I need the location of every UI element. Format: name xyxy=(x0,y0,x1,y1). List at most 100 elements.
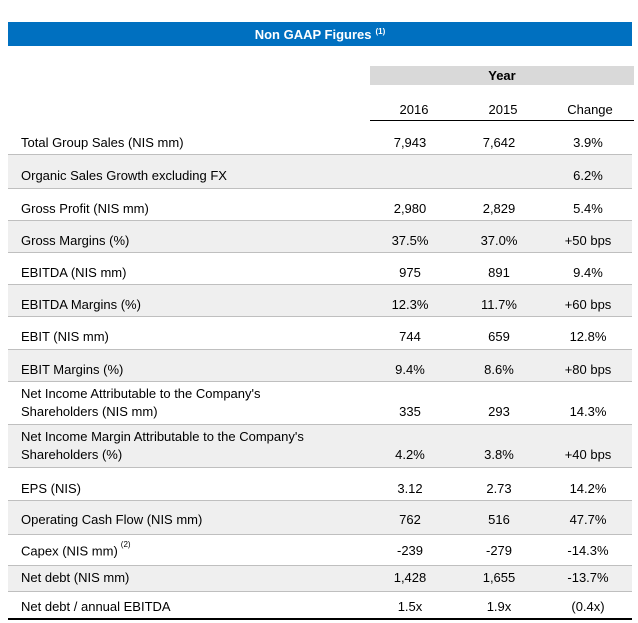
row-footnote: (2) xyxy=(120,540,131,549)
value-change: -13.7% xyxy=(567,570,609,585)
value-2016: 3.12 xyxy=(397,481,423,496)
table-row: Net debt (NIS mm) 1,428 1,655 -13.7% xyxy=(8,566,632,591)
table-row: Capex (NIS mm) (2) -239 -279 -14.3% xyxy=(8,535,632,565)
table-row: Net debt / annual EBITDA 1.5x 1.9x (0.4x… xyxy=(8,592,632,618)
value-2016: 335 xyxy=(399,404,421,419)
value-2015: 293 xyxy=(488,404,510,419)
value-2015: 37.0% xyxy=(480,233,518,248)
value-2015: 2.73 xyxy=(486,481,512,496)
table-row: Operating Cash Flow (NIS mm) 762 516 47.… xyxy=(8,501,632,534)
table-row: EBIT (NIS mm) 744 659 12.8% xyxy=(8,317,632,349)
row-divider xyxy=(8,565,632,566)
value-2016: 762 xyxy=(399,512,421,527)
value-2016: 37.5% xyxy=(391,233,429,248)
value-2015: 7,642 xyxy=(482,135,516,150)
row-label: Capex (NIS mm) (2) xyxy=(21,540,131,559)
row-divider xyxy=(8,534,632,535)
row-divider xyxy=(8,284,632,285)
value-2016: 7,943 xyxy=(393,135,427,150)
value-2016: 744 xyxy=(399,329,421,344)
row-divider xyxy=(8,252,632,253)
table-row: EBITDA (NIS mm) 975 891 9.4% xyxy=(8,253,632,284)
row-divider xyxy=(8,424,632,425)
value-change: 14.3% xyxy=(569,404,607,419)
row-divider xyxy=(8,500,632,501)
value-2016: 1.5x xyxy=(397,599,423,614)
value-change: +80 bps xyxy=(564,362,612,377)
value-2016: 12.3% xyxy=(391,297,429,312)
value-2015: 1.9x xyxy=(486,599,512,614)
row-label: Gross Margins (%) xyxy=(21,233,130,248)
value-2015: 516 xyxy=(488,512,510,527)
year-group-header: Year xyxy=(370,66,634,85)
table-row: Net Income Margin Attributable to the Co… xyxy=(8,425,632,467)
value-2016: -239 xyxy=(396,543,424,558)
value-change: (0.4x) xyxy=(571,599,605,614)
value-change: 5.4% xyxy=(573,201,603,216)
table-row: Organic Sales Growth excluding FX 6.2% xyxy=(8,155,632,188)
value-2016: 1,428 xyxy=(393,570,427,585)
row-divider xyxy=(8,316,632,317)
row-label-line2: Shareholders (NIS mm) xyxy=(21,404,158,419)
row-label: Total Group Sales (NIS mm) xyxy=(21,135,184,150)
value-change: 47.7% xyxy=(569,512,607,527)
value-2016: 2,980 xyxy=(393,201,427,216)
table-bottom-border xyxy=(8,618,632,620)
row-label: EBITDA Margins (%) xyxy=(21,297,141,312)
row-label: Gross Profit (NIS mm) xyxy=(21,201,149,216)
column-header-2016: 2016 xyxy=(399,102,429,117)
value-2016: 9.4% xyxy=(395,362,425,377)
header-divider xyxy=(370,120,634,121)
row-label: Net debt (NIS mm) xyxy=(21,570,130,585)
value-2015: -279 xyxy=(485,543,513,558)
row-label-text: Capex (NIS mm) xyxy=(21,543,118,559)
value-change: 12.8% xyxy=(569,329,607,344)
value-change: 3.9% xyxy=(573,135,603,150)
table-row: EPS (NIS) 3.12 2.73 14.2% xyxy=(8,468,632,500)
value-2015: 891 xyxy=(488,265,510,280)
row-label: Operating Cash Flow (NIS mm) xyxy=(21,512,203,527)
value-2016: 4.2% xyxy=(395,447,425,462)
table-title: Non GAAP Figures xyxy=(254,26,372,42)
row-label-line2: Shareholders (%) xyxy=(21,447,123,462)
table-title-banner: Non GAAP Figures (1) xyxy=(8,22,632,46)
column-header-change: Change xyxy=(567,102,613,117)
value-change: 9.4% xyxy=(573,265,603,280)
value-change: +50 bps xyxy=(564,233,612,248)
row-divider xyxy=(8,467,632,468)
row-divider xyxy=(8,220,632,221)
table-title-footnote: (1) xyxy=(375,26,386,36)
value-2015: 11.7% xyxy=(481,297,517,312)
row-label: EBITDA (NIS mm) xyxy=(21,265,127,280)
row-divider xyxy=(8,154,632,155)
value-2015: 1,655 xyxy=(482,570,516,585)
row-label: Net debt / annual EBITDA xyxy=(21,599,171,614)
value-2015: 659 xyxy=(488,329,510,344)
column-header-2015: 2015 xyxy=(488,102,518,117)
value-2015: 3.8% xyxy=(484,447,514,462)
table-row: Gross Profit (NIS mm) 2,980 2,829 5.4% xyxy=(8,189,632,220)
table-row: Net Income Attributable to the Company's… xyxy=(8,382,632,424)
value-2016: 975 xyxy=(399,265,421,280)
value-change: 14.2% xyxy=(569,481,607,496)
value-change: +60 bps xyxy=(564,297,612,312)
row-label: Net Income Margin Attributable to the Co… xyxy=(21,429,304,444)
table-row: Gross Margins (%) 37.5% 37.0% +50 bps xyxy=(8,221,632,252)
value-2015: 8.6% xyxy=(484,362,514,377)
value-change: +40 bps xyxy=(564,447,612,462)
value-change: 6.2% xyxy=(573,168,603,183)
value-2015: 2,829 xyxy=(482,201,516,216)
row-label: EPS (NIS) xyxy=(21,481,81,496)
row-divider xyxy=(8,381,632,382)
row-divider xyxy=(8,349,632,350)
row-divider xyxy=(8,591,632,592)
row-label: EBIT Margins (%) xyxy=(21,362,124,377)
table-row: EBITDA Margins (%) 12.3% 11.7% +60 bps xyxy=(8,285,632,316)
row-label: Net Income Attributable to the Company's xyxy=(21,386,261,401)
row-label: EBIT (NIS mm) xyxy=(21,329,109,344)
row-divider xyxy=(8,188,632,189)
row-label: Organic Sales Growth excluding FX xyxy=(21,168,227,183)
table-row: Total Group Sales (NIS mm) 7,943 7,642 3… xyxy=(8,127,632,154)
value-change: -14.3% xyxy=(567,543,609,558)
table-row: EBIT Margins (%) 9.4% 8.6% +80 bps xyxy=(8,350,632,381)
